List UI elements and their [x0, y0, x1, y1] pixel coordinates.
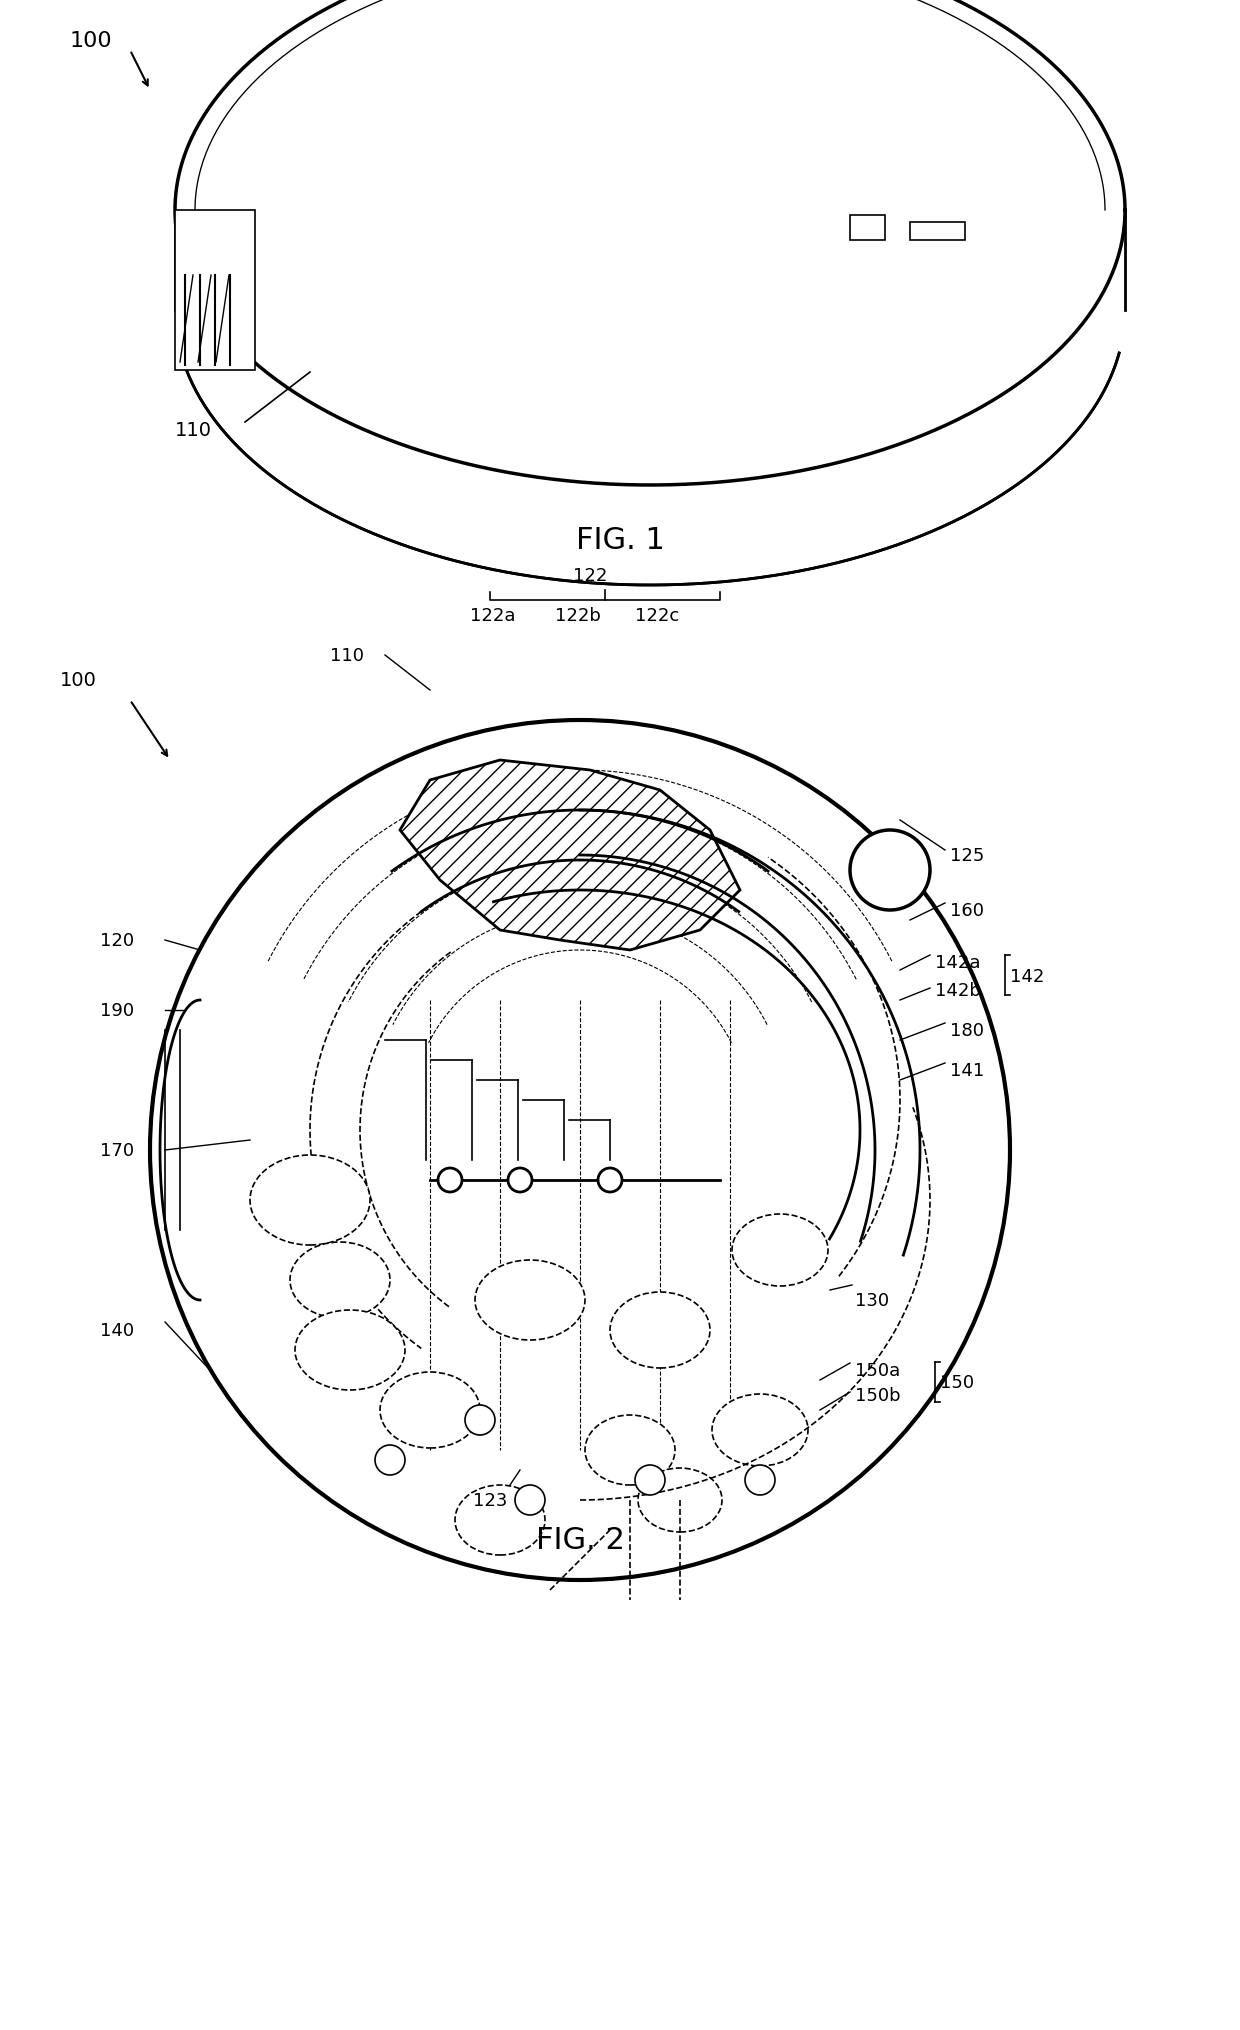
- Text: 122c: 122c: [635, 607, 680, 625]
- Text: 100: 100: [60, 672, 97, 690]
- Ellipse shape: [250, 1155, 370, 1244]
- Text: 141: 141: [950, 1062, 985, 1080]
- Circle shape: [508, 1169, 532, 1192]
- Text: 130: 130: [856, 1291, 889, 1309]
- Ellipse shape: [610, 1293, 711, 1368]
- Text: 160: 160: [950, 901, 985, 920]
- Text: 142: 142: [1011, 968, 1044, 985]
- Ellipse shape: [712, 1395, 808, 1466]
- Bar: [910, 223, 965, 242]
- Text: 142b: 142b: [935, 983, 981, 999]
- Text: 125: 125: [950, 847, 985, 865]
- Bar: [849, 215, 885, 242]
- Text: 122b: 122b: [556, 607, 601, 625]
- Text: 120: 120: [100, 932, 134, 950]
- Text: FIG. 2: FIG. 2: [536, 1527, 625, 1555]
- Ellipse shape: [475, 1261, 585, 1340]
- Text: 123: 123: [472, 1492, 507, 1508]
- Circle shape: [150, 721, 1011, 1579]
- Text: 150b: 150b: [856, 1386, 900, 1405]
- FancyBboxPatch shape: [175, 211, 255, 371]
- Text: 110: 110: [175, 422, 212, 441]
- Circle shape: [598, 1169, 622, 1192]
- Ellipse shape: [455, 1486, 546, 1555]
- Circle shape: [745, 1466, 775, 1496]
- Text: 140: 140: [100, 1322, 134, 1340]
- Text: 122a: 122a: [470, 607, 516, 625]
- Ellipse shape: [639, 1468, 722, 1533]
- Text: 110: 110: [330, 648, 365, 664]
- Circle shape: [635, 1466, 665, 1496]
- Text: 100: 100: [69, 30, 113, 51]
- Text: 150a: 150a: [856, 1362, 900, 1378]
- Text: 180: 180: [950, 1021, 985, 1039]
- Text: 150: 150: [940, 1374, 975, 1391]
- Circle shape: [465, 1405, 495, 1435]
- Ellipse shape: [290, 1242, 391, 1317]
- Polygon shape: [401, 761, 740, 950]
- Circle shape: [515, 1486, 546, 1514]
- Ellipse shape: [585, 1415, 675, 1486]
- Ellipse shape: [295, 1309, 405, 1391]
- Circle shape: [849, 830, 930, 911]
- Ellipse shape: [732, 1214, 828, 1287]
- Text: 170: 170: [100, 1141, 134, 1159]
- Circle shape: [374, 1445, 405, 1476]
- Circle shape: [438, 1169, 463, 1192]
- Text: 142a: 142a: [935, 954, 981, 972]
- Text: 190: 190: [100, 1001, 134, 1019]
- Ellipse shape: [379, 1372, 480, 1447]
- Text: FIG. 1: FIG. 1: [575, 526, 665, 556]
- Text: 122: 122: [573, 566, 608, 585]
